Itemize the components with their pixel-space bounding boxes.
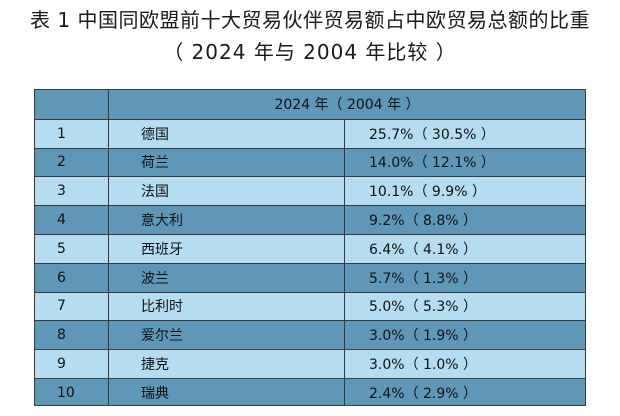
share-cell: 5.0%（ 5.3% ）	[369, 299, 478, 316]
rank-cell: 9	[35, 350, 109, 378]
table-row: 5 西班牙 6.4%（ 4.1% ）	[35, 233, 585, 263]
table-subtitle: （ 2024 年与 2004 年比较 ）	[163, 40, 457, 64]
header-rank-cell	[35, 90, 109, 119]
rank-cell: 8	[35, 321, 109, 350]
country-cell: 西班牙	[109, 234, 345, 263]
rank-cell: 6	[35, 263, 109, 292]
header-year-cell: 2024 年（ 2004 年 ）	[274, 97, 420, 114]
country-cell: 瑞典	[109, 378, 345, 405]
table-row: 6 波兰 5.7%（ 1.3% ）	[35, 262, 585, 292]
rank-cell: 4	[35, 206, 109, 234]
share-cell: 6.4%（ 4.1% ）	[369, 241, 478, 258]
rank-cell: 1	[35, 119, 109, 148]
country-cell: 比利时	[109, 292, 345, 321]
country-cell: 爱尔兰	[109, 321, 345, 350]
table-title: 表 1 中国同欧盟前十大贸易伙伴贸易额占中欧贸易总额的比重	[30, 8, 590, 32]
share-cell: 25.7%（ 30.5% ）	[369, 126, 495, 143]
share-cell: 10.1%（ 9.9% ）	[369, 184, 486, 201]
table-row: 7 比利时 5.0%（ 5.3% ）	[35, 291, 585, 321]
country-cell: 法国	[109, 177, 345, 206]
table-row: 1 德国 25.7%（ 30.5% ）	[35, 118, 585, 148]
rank-cell: 2	[35, 148, 109, 177]
table-row: 8 爱尔兰 3.0%（ 1.9% ）	[35, 320, 585, 350]
country-cell: 捷克	[109, 350, 345, 378]
country-cell: 德国	[109, 119, 345, 148]
share-cell: 14.0%（ 12.1% ）	[369, 155, 495, 172]
table-row: 2 荷兰 14.0%（ 12.1% ）	[35, 147, 585, 177]
share-cell: 3.0%（ 1.0% ）	[369, 357, 478, 374]
table-row: 9 捷克 3.0%（ 1.0% ）	[35, 349, 585, 378]
rank-cell: 7	[35, 292, 109, 321]
country-cell: 意大利	[109, 206, 345, 234]
country-cell: 荷兰	[109, 148, 345, 177]
table-row: 10 瑞典 2.4%（ 2.9% ）	[35, 377, 585, 405]
table-header-row: 2024 年（ 2004 年 ）	[35, 90, 585, 119]
trade-share-table: 2024 年（ 2004 年 ） 1 德国 25.7%（ 30.5% ） 2 荷…	[34, 89, 586, 406]
rank-cell: 3	[35, 177, 109, 206]
country-cell: 波兰	[109, 263, 345, 292]
share-cell: 3.0%（ 1.9% ）	[369, 328, 478, 345]
share-cell: 9.2%（ 8.8% ）	[369, 213, 478, 230]
rank-cell: 5	[35, 234, 109, 263]
table-row: 3 法国 10.1%（ 9.9% ）	[35, 176, 585, 206]
share-cell: 5.7%（ 1.3% ）	[369, 270, 478, 287]
table-row: 4 意大利 9.2%（ 8.8% ）	[35, 205, 585, 234]
rank-cell: 10	[35, 378, 109, 405]
share-cell: 2.4%（ 2.9% ）	[369, 385, 478, 402]
